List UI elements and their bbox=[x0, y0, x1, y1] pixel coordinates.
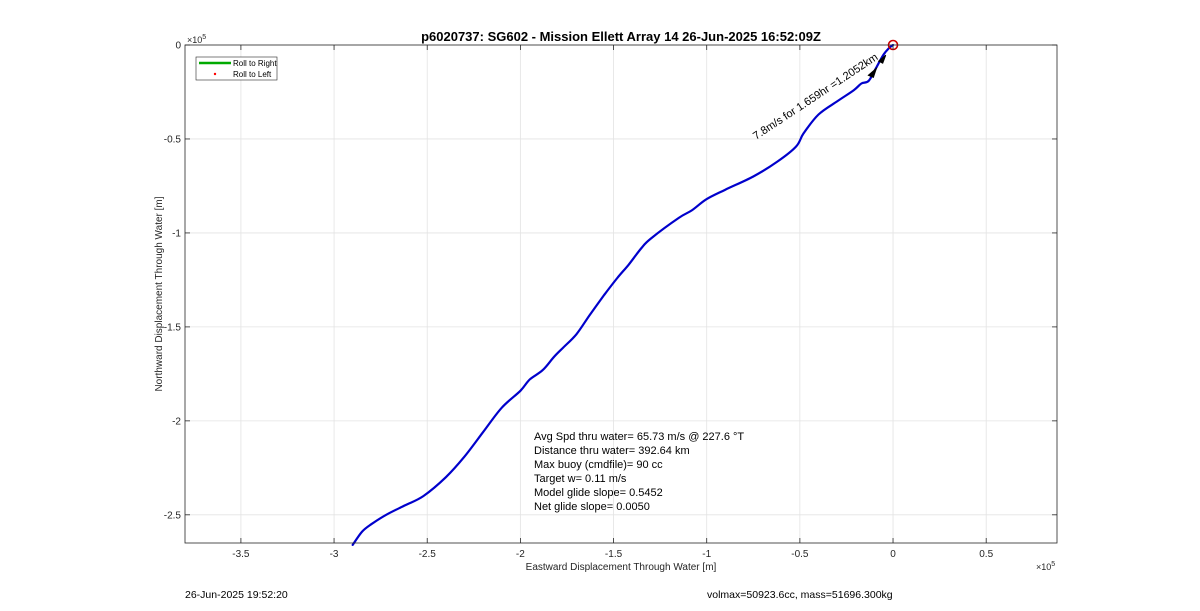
stat-avg-speed: Avg Spd thru water= 65.73 m/s @ 227.6 °T bbox=[534, 431, 744, 443]
footer-mass-info: volmax=50923.6cc, mass=51696.300kg bbox=[707, 589, 893, 601]
x-tick-label: 0 bbox=[890, 549, 896, 560]
y-tick-label: -2.5 bbox=[164, 510, 182, 521]
x-tick-label: -3 bbox=[330, 549, 339, 560]
x-tick-label: 0.5 bbox=[979, 549, 993, 560]
plot-frame bbox=[184, 44, 1058, 544]
chart-title: p6020737: SG602 - Mission Ellett Array 1… bbox=[421, 29, 821, 44]
y-tick-label: -2 bbox=[172, 416, 181, 427]
x-exponent-label: ×105 bbox=[1036, 561, 1055, 572]
y-tick-label: -1.5 bbox=[164, 322, 182, 333]
stat-net-glide: Net glide slope= 0.0050 bbox=[534, 501, 650, 513]
y-axis-label: Northward Displacement Through Water [m] bbox=[154, 196, 165, 391]
y-ticks: 0 -0.5 -1 -1.5 -2 -2.5 bbox=[164, 41, 1057, 521]
track-arrow-2 bbox=[877, 54, 887, 64]
stat-target-w: Target w= 0.11 m/s bbox=[534, 473, 627, 485]
track-arrow-1 bbox=[867, 66, 878, 78]
x-tick-label: -3.5 bbox=[232, 549, 250, 560]
x-tick-label: -1 bbox=[702, 549, 711, 560]
y-tick-label: 0 bbox=[175, 41, 181, 52]
footer-timestamp: 26-Jun-2025 19:52:20 bbox=[185, 589, 288, 601]
stat-max-buoy: Max buoy (cmdfile)= 90 cc bbox=[534, 459, 663, 471]
x-ticks: -3.5 -3 -2.5 -2 -1.5 -1 -0.5 0 0.5 bbox=[232, 45, 994, 560]
x-tick-label: -2 bbox=[516, 549, 525, 560]
y-tick-label: -1 bbox=[172, 228, 181, 239]
stats-block: Avg Spd thru water= 65.73 m/s @ 227.6 °T… bbox=[534, 431, 744, 513]
legend-roll-left-label: Roll to Left bbox=[233, 70, 272, 79]
legend: Roll to Right Roll to Left bbox=[195, 56, 277, 81]
x-axis-label: Eastward Displacement Through Water [m] bbox=[526, 562, 717, 573]
plot-area bbox=[185, 45, 1057, 543]
legend-roll-right-label: Roll to Right bbox=[233, 59, 277, 68]
x-tick-label: -1.5 bbox=[605, 549, 623, 560]
x-tick-label: -0.5 bbox=[791, 549, 809, 560]
track-line bbox=[351, 43, 895, 546]
x-gridlines bbox=[240, 45, 987, 543]
x-tick-label: -2.5 bbox=[419, 549, 437, 560]
stat-model-glide: Model glide slope= 0.5452 bbox=[534, 487, 663, 499]
y-exponent-label: ×105 bbox=[187, 34, 206, 45]
y-tick-label: -0.5 bbox=[164, 134, 182, 145]
legend-roll-left-dot bbox=[213, 72, 217, 76]
stat-distance: Distance thru water= 392.64 km bbox=[534, 445, 690, 457]
